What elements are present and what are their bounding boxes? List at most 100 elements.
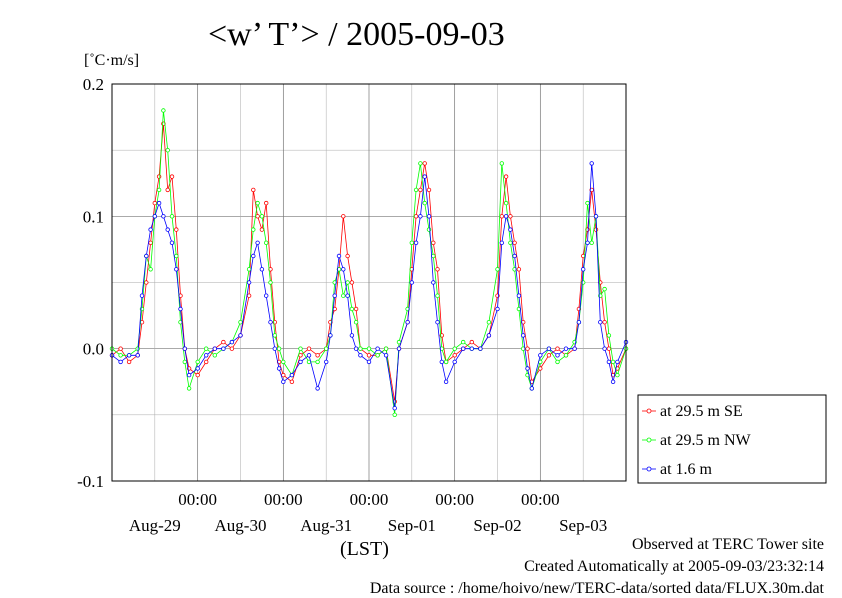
data-point	[203, 353, 209, 358]
data-point	[281, 372, 286, 378]
data-point	[413, 214, 419, 219]
data-point	[336, 253, 342, 259]
plot-frame	[111, 83, 627, 482]
data-point	[281, 379, 286, 384]
data-point	[443, 379, 449, 384]
data-point	[229, 339, 235, 345]
data-point	[161, 108, 166, 113]
legend-marker	[646, 408, 652, 414]
data-point	[353, 346, 359, 351]
data-point	[615, 359, 620, 365]
data-point	[246, 293, 252, 298]
data-point	[499, 240, 504, 245]
data-point	[186, 372, 192, 378]
data-point	[156, 200, 162, 206]
data-point	[581, 267, 586, 272]
data-point	[195, 359, 200, 365]
data-point	[409, 240, 414, 245]
data-point	[499, 161, 504, 166]
data-point	[341, 214, 346, 219]
time-tick-label: 00:00	[521, 490, 560, 509]
data-point	[221, 346, 226, 351]
data-point	[435, 320, 440, 325]
data-point	[431, 280, 436, 285]
data-point	[186, 386, 192, 391]
data-point	[529, 386, 534, 391]
data-point	[375, 346, 380, 351]
data-point	[255, 214, 260, 219]
grid	[112, 84, 626, 481]
legend-label: at 29.5 m SE	[660, 403, 743, 420]
data-point	[610, 379, 616, 384]
data-point	[345, 293, 350, 298]
footer-site: Observed at TERC Tower site	[631, 536, 824, 553]
data-point	[203, 359, 209, 365]
data-point	[422, 174, 427, 179]
data-point	[298, 353, 303, 358]
data-point	[516, 267, 522, 272]
data-point	[555, 353, 560, 358]
data-point	[538, 353, 543, 358]
data-point	[118, 353, 123, 358]
data-point	[255, 200, 260, 206]
data-point	[452, 353, 457, 358]
data-point	[298, 346, 303, 351]
data-point	[585, 240, 590, 245]
data-point	[606, 346, 612, 351]
data-point	[169, 240, 175, 245]
data-point	[144, 280, 149, 285]
data-point	[426, 187, 432, 193]
data-point	[324, 359, 329, 365]
data-point	[126, 353, 132, 358]
x-axis-label: (LST)	[340, 538, 389, 560]
data-point	[324, 346, 329, 351]
y-tick-label: 0.1	[83, 207, 104, 226]
data-point	[508, 227, 513, 232]
data-point	[555, 359, 560, 365]
data-point	[169, 174, 175, 179]
data-point	[512, 240, 517, 245]
legend-item: at 29.5 m SE	[642, 403, 743, 420]
data-point	[503, 214, 509, 219]
y-tick-label: 0.2	[83, 75, 104, 94]
data-point	[546, 353, 552, 358]
time-tick-label: 00:00	[350, 490, 389, 509]
data-point	[469, 346, 474, 351]
data-point	[259, 214, 265, 219]
data-point	[525, 366, 530, 371]
data-point	[589, 161, 594, 166]
legend-marker	[646, 466, 652, 472]
data-point	[135, 353, 140, 358]
data-point	[169, 214, 175, 219]
data-point	[306, 346, 312, 351]
date-label: Aug-30	[215, 516, 267, 535]
legend-item: at 1.6 m	[642, 461, 713, 478]
data-point	[396, 346, 402, 351]
data-point	[555, 346, 560, 351]
data-point	[615, 372, 620, 378]
data-point	[315, 353, 320, 358]
data-point	[306, 353, 312, 358]
data-point	[212, 346, 217, 351]
chart-title: <w’ T’> / 2005-09-03	[208, 16, 505, 53]
data-point	[383, 353, 389, 358]
time-tick-label: 00:00	[264, 490, 303, 509]
legend-item: at 29.5 m NW	[642, 432, 752, 449]
data-point	[602, 320, 607, 325]
data-point	[521, 333, 526, 338]
data-point	[276, 346, 282, 351]
data-point	[349, 306, 355, 312]
data-point	[341, 267, 346, 272]
data-point	[422, 200, 427, 206]
data-point	[353, 306, 359, 312]
data-point	[203, 346, 209, 351]
y-tick-label: 0.0	[83, 340, 104, 359]
data-point	[499, 214, 504, 219]
data-point	[195, 366, 200, 371]
data-point	[508, 240, 513, 245]
data-point	[585, 200, 590, 206]
data-point	[358, 346, 363, 351]
legend-label: at 1.6 m	[660, 461, 713, 478]
date-label: Aug-29	[129, 516, 181, 535]
data-point	[341, 293, 346, 298]
